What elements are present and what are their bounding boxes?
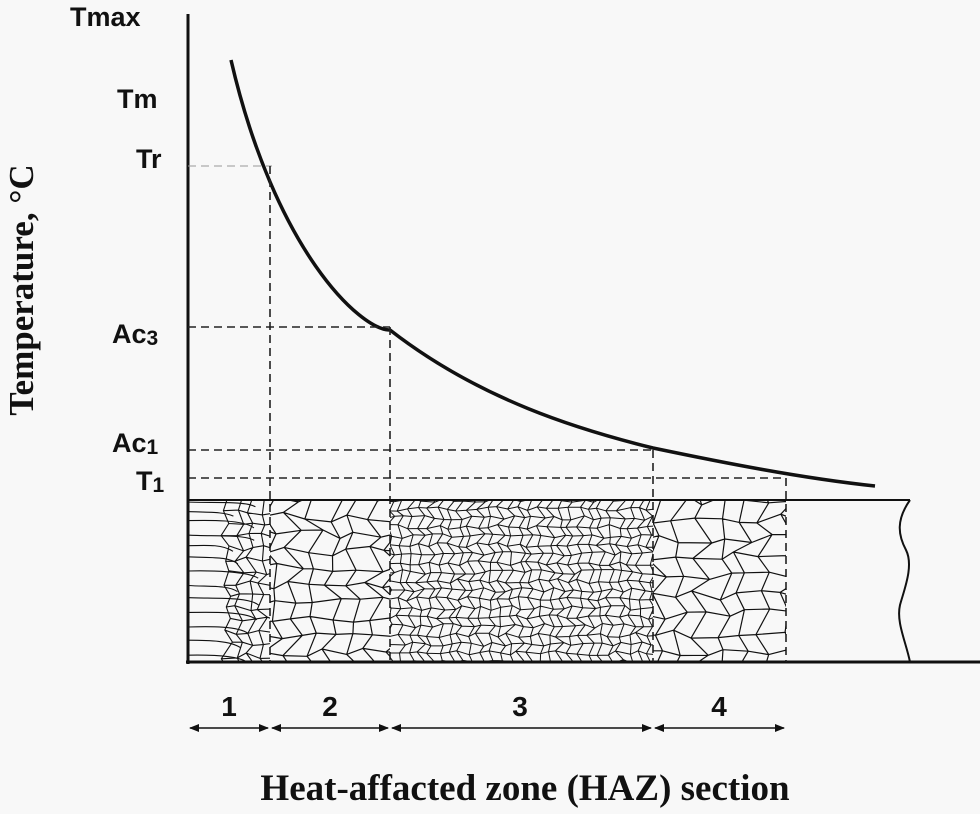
level-label-t1: T1	[136, 466, 165, 497]
level-label-ac3: Ac3	[112, 319, 158, 350]
y-axis-title: Temperature, °C	[2, 164, 41, 415]
zone-4-label: 4	[711, 691, 727, 722]
level-label-tmax: Tmax	[70, 2, 141, 32]
zone-1-columnar-grains	[188, 500, 270, 662]
peak-temperature-curve	[229, 59, 876, 488]
level-label-tr: Tr	[136, 144, 162, 174]
zone-2-label: 2	[322, 691, 338, 722]
level-label-tm: Tm	[117, 84, 158, 114]
zone-4-grain-mesh	[653, 500, 786, 662]
level-label-t1-main: T	[136, 466, 153, 496]
level-label-ac1: Ac1	[112, 428, 159, 459]
zone-4-partial-grains	[653, 500, 786, 662]
zone-3-fine-grains	[390, 500, 653, 662]
zone-2-coarse-grains	[270, 500, 390, 662]
zone-3-grain-mesh	[390, 500, 653, 662]
zone-1-label: 1	[221, 691, 237, 722]
level-label-ac1-sub: 1	[147, 436, 159, 459]
zone-1-grain-mesh	[220, 500, 270, 662]
horizontal-guides	[188, 165, 786, 479]
zone-3-label: 3	[512, 691, 528, 722]
level-label-t1-sub: 1	[153, 474, 165, 497]
level-label-ac3-main: Ac	[112, 319, 147, 349]
level-label-ac3-sub: 3	[147, 327, 159, 350]
zone-2-grain-mesh	[270, 500, 390, 662]
specimen-break-line	[898, 499, 911, 663]
level-label-ac1-main: Ac	[112, 428, 147, 458]
x-axis-title: Heat-affacted zone (HAZ) section	[260, 768, 790, 809]
